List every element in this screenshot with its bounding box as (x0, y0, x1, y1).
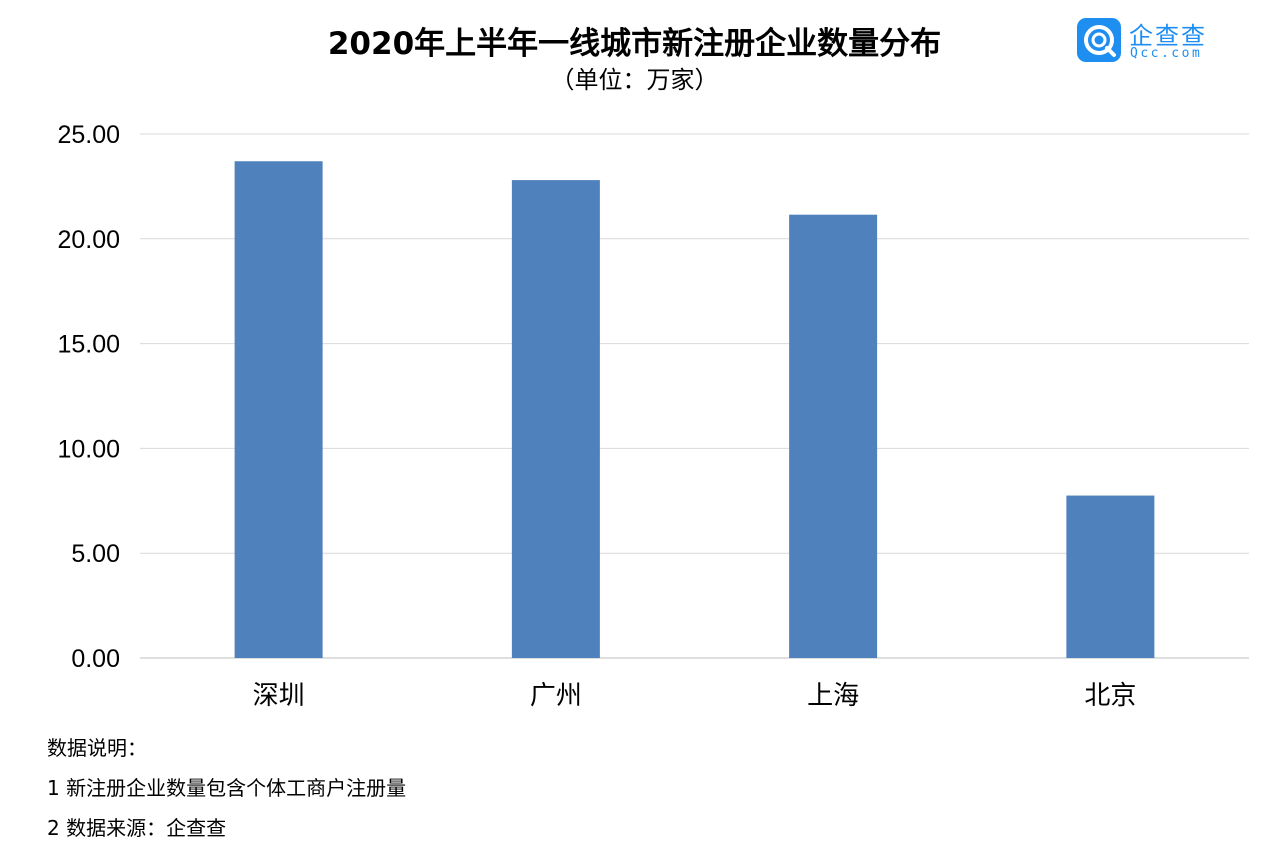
bars (234, 161, 1155, 659)
x-tick-labels: 深圳 广州 上海 北京 (253, 681, 1137, 711)
bar-1 (234, 161, 323, 659)
x-tick-label: 广州 (530, 681, 582, 711)
y-tick-labels: 0.00 5.00 10.00 15.00 20.00 25.00 (57, 121, 120, 673)
notes-heading: 数据说明： (47, 736, 147, 760)
bar-3 (789, 214, 878, 659)
x-tick-label: 北京 (1084, 681, 1136, 711)
chart-subtitle: （单位：万家） (550, 66, 719, 94)
qcc-logo-icon (1077, 18, 1121, 62)
note-item-1: 1 新注册企业数量包含个体工商户注册量 (47, 776, 407, 800)
bar-4 (1066, 495, 1155, 658)
y-tick-label: 10.00 (57, 435, 120, 463)
qcc-logo-domain: Qcc.com (1130, 46, 1203, 61)
grid-lines (140, 133, 1249, 659)
x-tick-label: 深圳 (253, 681, 305, 711)
y-tick-label: 20.00 (57, 226, 120, 254)
qcc-logo-name: 企查查 (1129, 22, 1207, 50)
y-tick-label: 15.00 (57, 331, 120, 359)
qcc-logo: 企查查 Qcc.com (1077, 18, 1267, 64)
y-tick-label: 0.00 (71, 645, 120, 673)
y-tick-label: 25.00 (57, 121, 120, 149)
x-tick-label: 上海 (807, 681, 859, 711)
chart-title: 2020年上半年一线城市新注册企业数量分布 (327, 26, 942, 62)
data-notes: 数据说明： 1 新注册企业数量包含个体工商户注册量 2 数据来源：企查查 (47, 728, 406, 848)
bar-2 (511, 180, 600, 658)
note-item-2: 2 数据来源：企查查 (47, 816, 227, 840)
y-tick-label: 5.00 (71, 540, 120, 568)
